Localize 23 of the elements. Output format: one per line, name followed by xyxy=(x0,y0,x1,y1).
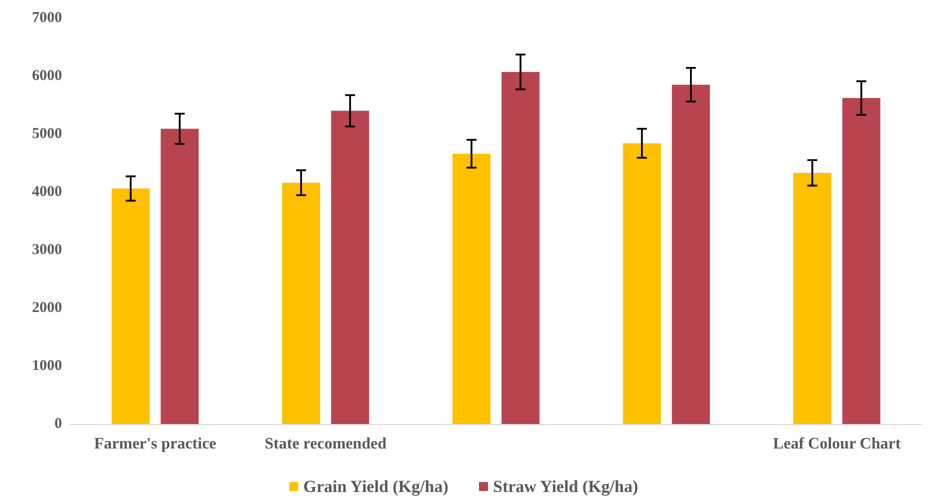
y-tick-label: 7000 xyxy=(32,10,62,26)
y-tick-label: 2000 xyxy=(32,300,62,316)
bar xyxy=(622,143,661,424)
bar xyxy=(160,128,199,424)
bar xyxy=(842,98,880,424)
y-tick-label: 1000 xyxy=(32,358,62,374)
legend-label: Straw Yield (Kg/ha) xyxy=(493,477,638,496)
bar xyxy=(793,172,832,424)
bar xyxy=(672,84,710,424)
legend-label: Grain Yield (Kg/ha) xyxy=(303,477,448,496)
bar xyxy=(502,72,540,424)
bar xyxy=(331,110,370,424)
x-tick-label: Farmer's practice xyxy=(94,436,216,452)
bar xyxy=(282,182,320,424)
y-tick-label: 4000 xyxy=(32,184,62,200)
y-tick-label: 6000 xyxy=(32,68,62,84)
bar xyxy=(452,154,490,424)
y-tick-label: 5000 xyxy=(32,126,62,142)
y-tick-label: 0 xyxy=(54,416,62,432)
x-tick-label: State recomended xyxy=(264,436,387,452)
y-tick-label: 3000 xyxy=(32,242,62,258)
x-tick-label: Leaf Colour Chart xyxy=(772,436,902,452)
bar xyxy=(112,188,150,424)
